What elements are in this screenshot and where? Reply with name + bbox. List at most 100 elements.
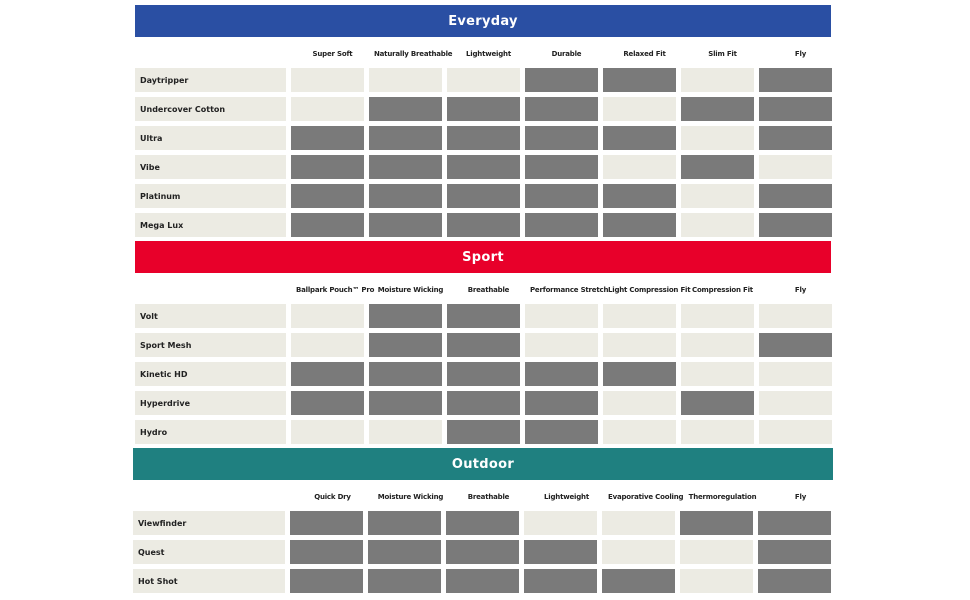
row-label: Sport Mesh <box>135 333 286 357</box>
column-header: Breathable <box>467 285 510 294</box>
feature-cell-included <box>525 155 598 179</box>
column-header: Fly <box>794 492 807 501</box>
feature-cell-not-included <box>291 304 364 328</box>
feature-cell-not-included <box>524 511 597 535</box>
table-row: Platinum <box>135 184 837 208</box>
section-title: Sport <box>462 249 504 265</box>
feature-cell-included <box>603 68 676 92</box>
feature-cell-not-included <box>447 68 520 92</box>
row-label: Mega Lux <box>135 213 286 237</box>
feature-cell-not-included <box>759 420 832 444</box>
table-row: Mega Lux <box>135 213 837 237</box>
column-header: Durable <box>551 49 582 58</box>
feature-cell-included <box>447 333 520 357</box>
feature-cell-not-included <box>602 511 675 535</box>
feature-cell-included <box>525 68 598 92</box>
column-header: Lightweight <box>466 49 511 58</box>
section-banner: Sport <box>135 241 831 273</box>
column-header: Thermoregulation <box>688 492 757 501</box>
table-row: Vibe <box>135 155 837 179</box>
column-header: Lightweight <box>544 492 589 501</box>
table-row: Undercover Cotton <box>135 97 837 121</box>
table-row: Sport Mesh <box>135 333 837 357</box>
section-outdoor: Outdoor Quick Dry Moisture Wicking Breathab… <box>133 448 837 598</box>
feature-cell-not-included <box>681 184 754 208</box>
table-row: Volt <box>135 304 837 328</box>
feature-cell-included <box>368 511 441 535</box>
feature-cell-included <box>524 540 597 564</box>
column-header: Fly <box>794 285 807 294</box>
feature-cell-included <box>290 511 363 535</box>
feature-cell-included <box>291 391 364 415</box>
column-header: Slim Fit <box>708 49 737 58</box>
feature-cell-included <box>603 362 676 386</box>
feature-cell-included <box>758 569 831 593</box>
row-label: Hyperdrive <box>135 391 286 415</box>
row-label: Ultra <box>135 126 286 150</box>
feature-cell-not-included <box>603 155 676 179</box>
feature-cell-included <box>759 333 832 357</box>
row-label: Hydro <box>135 420 286 444</box>
column-headers: Super Soft Naturally Breathable Lightweigh… <box>135 39 837 68</box>
feature-cell-included <box>524 569 597 593</box>
feature-cell-included <box>290 540 363 564</box>
feature-cell-included <box>603 184 676 208</box>
feature-cell-not-included <box>291 97 364 121</box>
feature-cell-not-included <box>759 362 832 386</box>
feature-cell-included <box>369 333 442 357</box>
feature-cell-included <box>369 184 442 208</box>
column-header: Ballpark Pouch™ Pro <box>296 285 375 294</box>
feature-cell-not-included <box>525 333 598 357</box>
feature-cell-not-included <box>602 540 675 564</box>
feature-cell-not-included <box>680 569 753 593</box>
table-row: Viewfinder <box>133 511 837 535</box>
feature-cell-not-included <box>681 362 754 386</box>
table-row: Hot Shot <box>133 569 837 593</box>
feature-cell-included <box>447 184 520 208</box>
feature-cell-not-included <box>603 97 676 121</box>
section-sport: Sport Ballpark Pouch™ Pro Moisture Wicking… <box>135 241 837 449</box>
column-header: Naturally Breathable <box>374 49 453 58</box>
feature-cell-not-included <box>680 540 753 564</box>
feature-cell-not-included <box>603 304 676 328</box>
feature-cell-included <box>447 97 520 121</box>
feature-cell-included <box>758 511 831 535</box>
feature-cell-included <box>525 97 598 121</box>
feature-cell-included <box>602 569 675 593</box>
row-label: Volt <box>135 304 286 328</box>
feature-cell-included <box>603 126 676 150</box>
column-headers: Quick Dry Moisture Wicking Breathable Light… <box>135 482 837 511</box>
feature-cell-not-included <box>759 155 832 179</box>
table-row: Hydro <box>135 420 837 444</box>
feature-cell-included <box>525 126 598 150</box>
column-headers: Ballpark Pouch™ Pro Moisture Wicking Breat… <box>135 275 837 304</box>
table-row: Hyperdrive <box>135 391 837 415</box>
feature-cell-not-included <box>291 420 364 444</box>
feature-cell-not-included <box>603 391 676 415</box>
feature-cell-included <box>369 304 442 328</box>
row-label: Quest <box>133 540 285 564</box>
feature-cell-not-included <box>681 304 754 328</box>
section-banner: Everyday <box>135 5 831 37</box>
feature-cell-not-included <box>525 304 598 328</box>
feature-cell-included <box>368 569 441 593</box>
row-label: Daytripper <box>135 68 286 92</box>
feature-cell-included <box>447 126 520 150</box>
column-header: Quick Dry <box>314 492 351 501</box>
feature-cell-not-included <box>369 420 442 444</box>
feature-cell-included <box>759 68 832 92</box>
feature-cell-included <box>759 126 832 150</box>
feature-cell-not-included <box>291 68 364 92</box>
feature-cell-included <box>680 511 753 535</box>
table-row: Kinetic HD <box>135 362 837 386</box>
table-row: Ultra <box>135 126 837 150</box>
feature-cell-included <box>447 362 520 386</box>
feature-cell-included <box>369 362 442 386</box>
column-header: Relaxed Fit <box>623 49 666 58</box>
column-header: Compression Fit <box>692 285 753 294</box>
feature-cell-included <box>447 304 520 328</box>
feature-cell-not-included <box>603 333 676 357</box>
feature-cell-included <box>525 362 598 386</box>
column-header: Evaporative Cooling <box>608 492 684 501</box>
feature-cell-included <box>681 155 754 179</box>
